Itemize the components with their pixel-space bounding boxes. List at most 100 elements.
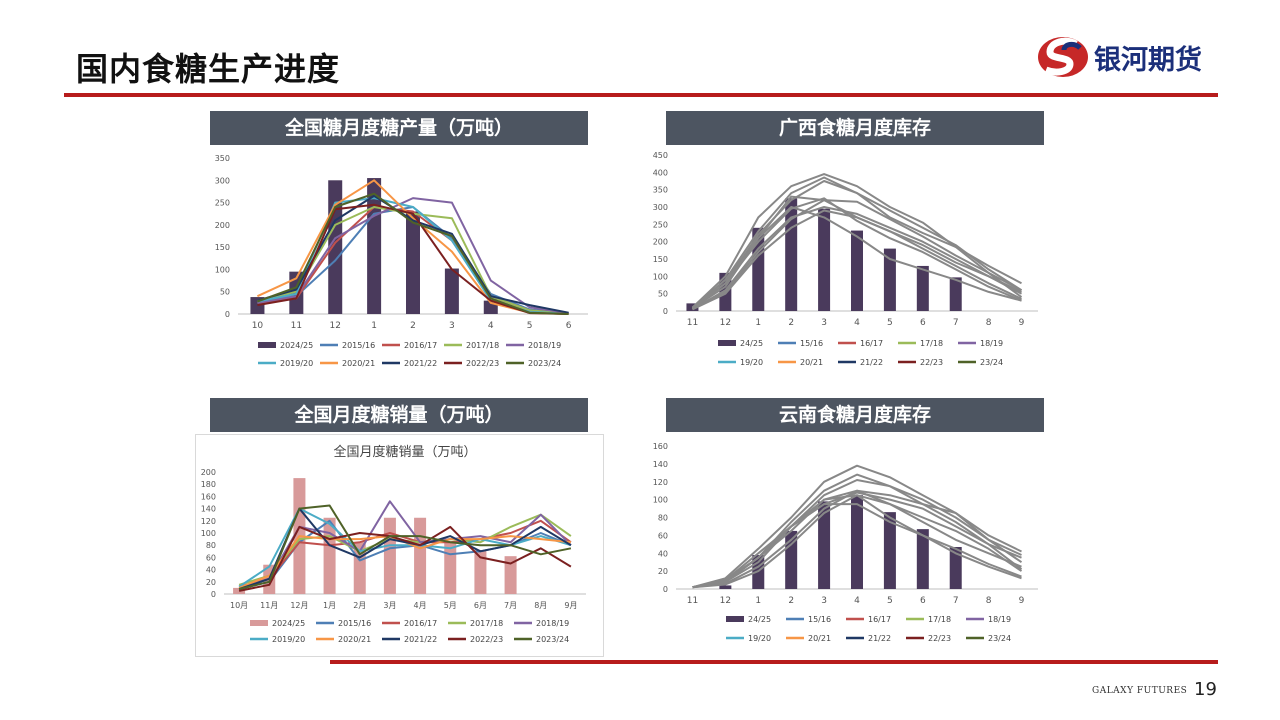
y-tick-label: 0: [663, 585, 668, 594]
y-tick-label: 40: [206, 566, 216, 575]
legend-label: 20/21: [800, 358, 823, 367]
x-tick-label: 1: [371, 321, 377, 331]
legend-swatch: [250, 620, 268, 626]
x-tick-label: 9: [1019, 596, 1025, 606]
x-tick-label: 8月: [534, 601, 547, 610]
legend-label: 18/19: [988, 615, 1011, 624]
x-tick-label: 7: [953, 596, 959, 606]
y-tick-label: 60: [206, 553, 216, 562]
legend-label: 21/22: [860, 358, 883, 367]
x-tick-label: 9月: [564, 601, 577, 610]
y-tick-label: 350: [653, 186, 668, 195]
x-tick-label: 3: [821, 318, 827, 328]
legend-label: 2022/23: [466, 359, 499, 368]
legend-label: 23/24: [980, 358, 1003, 367]
x-tick-label: 11月: [260, 601, 278, 610]
x-tick-label: 4: [854, 596, 860, 606]
y-tick-label: 20: [206, 578, 216, 587]
logo-text: 银河期货: [1094, 45, 1202, 76]
y-tick-label: 250: [653, 220, 668, 229]
y-tick-label: 120: [653, 478, 668, 487]
legend-label: 2020/21: [338, 635, 371, 644]
bar-24/25: [883, 248, 896, 311]
y-tick-label: 120: [201, 517, 216, 526]
legend-label: 2021/22: [404, 359, 437, 368]
legend-label: 15/16: [800, 339, 823, 348]
panel-header-national-sales: 全国月度糖销量（万吨）: [210, 398, 588, 432]
x-tick-label: 8: [986, 596, 992, 606]
y-tick-label: 0: [211, 590, 216, 599]
x-tick-label: 7月: [504, 601, 517, 610]
x-tick-label: 4月: [414, 601, 427, 610]
legend-label: 2020/21: [342, 359, 375, 368]
y-tick-label: 400: [653, 168, 668, 177]
legend-swatch: [258, 342, 276, 348]
bar-24/25: [916, 529, 929, 589]
bar-2024/25: [233, 587, 246, 594]
x-tick-label: 5: [887, 596, 893, 606]
x-tick-label: 3: [449, 321, 455, 331]
legend-label: 2023/24: [528, 359, 561, 368]
y-tick-label: 200: [215, 221, 230, 230]
legend-label: 24/25: [740, 339, 763, 348]
bar-24/25: [949, 546, 962, 589]
y-tick-label: 80: [658, 514, 668, 523]
bar-24/25: [719, 585, 732, 589]
y-tick-label: 100: [215, 265, 230, 274]
panel-header-guangxi-stock: 广西食糖月度库存: [666, 111, 1044, 145]
y-tick-label: 180: [201, 480, 216, 489]
y-tick-label: 300: [215, 176, 230, 185]
series-line-2023/24: [257, 192, 569, 315]
galaxy-logo-icon: [1038, 37, 1088, 77]
y-tick-label: 100: [653, 272, 668, 281]
y-tick-label: 150: [215, 243, 230, 252]
legend-label: 2024/25: [272, 619, 305, 628]
panel-header-yunnan-stock: 云南食糖月度库存: [666, 398, 1044, 432]
y-tick-label: 20: [658, 567, 668, 576]
series-line-2022/23: [238, 525, 572, 592]
x-tick-label: 2: [788, 596, 794, 606]
series-line-22/23: [691, 206, 1022, 311]
page-title: 国内食糖生产进度: [76, 50, 341, 88]
x-tick-label: 10月: [230, 601, 248, 610]
legend-label: 2021/22: [404, 635, 437, 644]
y-tick-label: 0: [225, 310, 230, 319]
legend-label: 2024/25: [280, 341, 313, 350]
y-tick-label: 100: [653, 496, 668, 505]
series-line-19/20: [692, 479, 1023, 589]
y-tick-label: 160: [653, 442, 668, 451]
y-tick-label: 0: [663, 307, 668, 316]
x-tick-label: 4: [854, 318, 860, 328]
y-tick-label: 300: [653, 203, 668, 212]
series-line-16/17: [691, 206, 1022, 311]
legend-label: 16/17: [860, 339, 883, 348]
bar-24/25: [949, 277, 962, 311]
legend-label: 17/18: [920, 339, 943, 348]
legend-label: 2016/17: [404, 341, 437, 350]
x-tick-label: 11: [687, 596, 698, 606]
bar-24/25: [818, 208, 831, 311]
legend-label: 22/23: [920, 358, 943, 367]
legend-label: 2018/19: [528, 341, 561, 350]
x-tick-label: 3: [821, 596, 827, 606]
y-tick-label: 160: [201, 492, 216, 501]
x-tick-label: 3月: [383, 601, 396, 610]
x-tick-label: 1: [755, 318, 761, 328]
y-tick-label: 450: [653, 151, 668, 160]
page-number: 19: [1194, 679, 1217, 700]
series-line-23/24: [692, 494, 1022, 589]
footer-brand: GALAXY FUTURES: [1092, 686, 1188, 696]
x-tick-label: 5月: [444, 601, 457, 610]
legend-swatch: [718, 340, 736, 346]
bar-2024/25: [367, 178, 382, 314]
bar-24/25: [916, 265, 929, 311]
series-line-22/23: [692, 503, 1022, 589]
x-tick-label: 5: [887, 318, 893, 328]
bar-2024/25: [323, 517, 336, 594]
y-tick-label: 140: [653, 460, 668, 469]
series-line-21/22: [691, 176, 1022, 309]
y-tick-label: 40: [658, 549, 668, 558]
x-tick-label: 1月: [323, 601, 336, 610]
